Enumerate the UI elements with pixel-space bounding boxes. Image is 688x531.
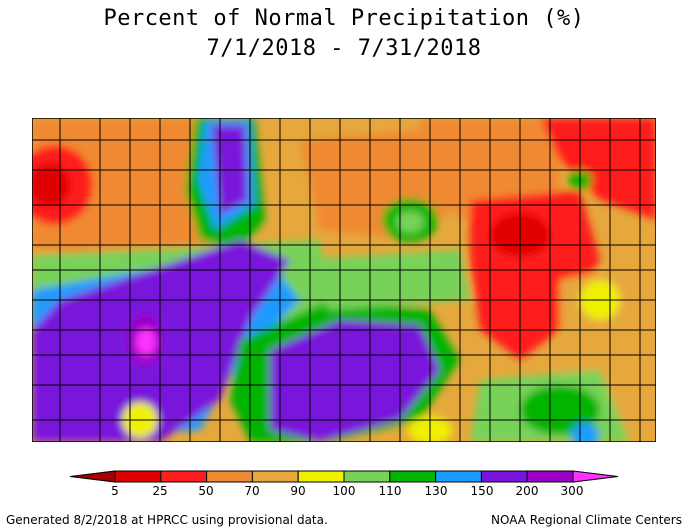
legend-swatch (206, 470, 253, 483)
legend-break: 150 (470, 484, 494, 498)
legend-break: 110 (378, 484, 402, 498)
zone-50-ne (540, 118, 656, 220)
legend-swatch (297, 470, 345, 483)
zone-150-se (571, 423, 599, 442)
legend-swatch (526, 470, 574, 483)
zone-max-sw (136, 328, 156, 356)
title-line-1: Percent of Normal Precipitation (%) (103, 6, 585, 31)
legend-break: 90 (290, 484, 306, 498)
map-title: Percent of Normal Precipitation (%) 7/1/… (0, 4, 688, 64)
legend-break: 25 (152, 484, 168, 498)
zone-110-central-core (396, 211, 424, 233)
zone-110-central (290, 250, 470, 310)
legend-swatch (114, 470, 162, 483)
legend-break: 100 (332, 484, 356, 498)
legend-swatch (435, 470, 482, 483)
county-lines (32, 118, 656, 442)
legend-swatch (160, 470, 208, 483)
footer-credit: NOAA Regional Climate Centers (491, 513, 682, 527)
legend-arrow-low (69, 470, 116, 483)
precip-field (32, 118, 656, 442)
legend-swatch (343, 470, 391, 483)
footer-generated: Generated 8/2/2018 at HPRCC using provis… (6, 513, 328, 527)
legend-break: 200 (515, 484, 539, 498)
legend-swatch (251, 470, 299, 483)
legend-swatch (389, 470, 437, 483)
legend-swatch (480, 470, 528, 483)
zone-200-south (270, 320, 440, 442)
legend-break: 70 (244, 484, 260, 498)
legend-break: 5 (111, 484, 119, 498)
title-line-2: 7/1/2018 - 7/31/2018 (206, 36, 482, 61)
legend-break: 300 (560, 484, 584, 498)
legend-break: 130 (424, 484, 448, 498)
legend-break: 50 (198, 484, 214, 498)
legend-arrow-high (572, 470, 619, 483)
